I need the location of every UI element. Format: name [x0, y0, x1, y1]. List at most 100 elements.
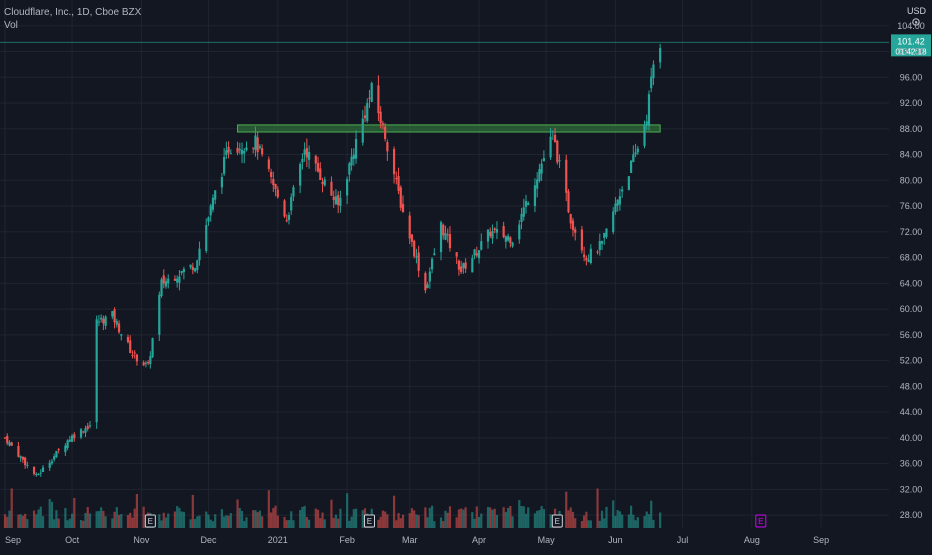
symbol-title[interactable]: Cloudflare, Inc., 1D, Cboe BZX [4, 7, 142, 18]
volume-bar [536, 510, 539, 528]
x-tick-label: Nov [133, 535, 150, 545]
candle-body [634, 152, 637, 155]
volume-bar [549, 514, 552, 528]
candle-body [276, 189, 279, 198]
candle-body [10, 442, 13, 446]
candle-body [536, 179, 539, 189]
candle-body [182, 269, 185, 273]
volume-bar [636, 517, 639, 528]
volume-bar [585, 511, 588, 528]
gear-icon[interactable] [910, 16, 922, 28]
candle-body [227, 146, 230, 153]
price-axis[interactable]: 104.00 100.00 96.00 92.00 88.00 84.00 80.00 76.… [897, 21, 925, 520]
earnings-marker [363, 514, 375, 528]
candle-body [129, 340, 132, 354]
earnings-marker-label: E [367, 517, 372, 526]
candle-body [316, 163, 320, 172]
volume-bar [587, 520, 590, 528]
volume-bar [209, 519, 212, 528]
volume-bar [596, 488, 599, 528]
y-tick-label: 76.00 [900, 201, 923, 211]
candle-body [86, 426, 89, 429]
candle-body [480, 241, 483, 250]
candle-body [223, 156, 226, 174]
time-axis[interactable]: Sep Oct Nov Dec 2021 Feb Mar Apr May Jun Jul Aug Sep [5, 535, 829, 545]
volume-indicator-label[interactable]: Vol [4, 20, 18, 31]
candle-body [361, 118, 364, 143]
candle-body [585, 257, 588, 261]
candle-body [82, 431, 85, 433]
candle-body [511, 242, 514, 247]
candle-body [17, 446, 20, 457]
y-tick-label: 96.00 [900, 72, 923, 82]
volume-bar [26, 519, 29, 528]
candle-body [587, 259, 590, 262]
candle-body [589, 248, 592, 264]
volume-bar [426, 517, 429, 528]
volume-bar [502, 507, 505, 528]
candle-body [267, 159, 270, 169]
volume-bar [533, 513, 537, 528]
candle-body [379, 111, 382, 124]
volume-bar [614, 515, 617, 528]
candle-body [37, 474, 40, 476]
volume-bar [538, 510, 541, 528]
volume-bar [475, 506, 478, 528]
volume-bar [182, 511, 185, 528]
candle-body [220, 176, 223, 188]
candle-body [339, 197, 342, 206]
volume-bar [464, 507, 467, 528]
grid-lines [0, 0, 889, 528]
candle-body [323, 179, 326, 186]
candle-body [308, 151, 311, 160]
candle-body [41, 467, 45, 472]
candle-body [428, 271, 431, 282]
candle-body [489, 231, 492, 236]
volume-bar [480, 513, 483, 528]
volume-bar [305, 517, 308, 528]
candle-body [502, 225, 505, 238]
candle-body [627, 176, 630, 191]
candle-body [115, 321, 118, 325]
y-tick-label: 44.00 [900, 407, 923, 417]
volume-bar [379, 516, 382, 528]
candle-body [319, 168, 322, 180]
x-tick-label: Mar [402, 535, 418, 545]
currency-label[interactable]: USD [906, 6, 926, 16]
candle-body [571, 220, 575, 231]
volume-bar [19, 514, 22, 528]
volume-bar [227, 515, 230, 528]
volume-bar [111, 518, 114, 528]
volume-bar [392, 495, 396, 528]
candle-body [196, 260, 199, 270]
volume-bar [489, 507, 492, 528]
candle-body [650, 76, 653, 89]
volume-bar [256, 512, 259, 528]
candle-body [477, 250, 481, 259]
candle-body [618, 196, 622, 205]
price-badge-value: 101.42 [897, 36, 925, 46]
volume-bar [191, 494, 194, 528]
volume-bar [285, 520, 288, 528]
volume-bar [117, 514, 121, 528]
candle-body [330, 181, 333, 196]
y-tick-label: 40.00 [900, 433, 923, 443]
volume-bar [308, 519, 311, 528]
volume-bar [462, 509, 465, 528]
volume-bar [193, 518, 197, 528]
candle-body [580, 229, 583, 251]
volume-bar [100, 507, 103, 528]
volume-bar [621, 514, 624, 528]
volume-bar [299, 510, 302, 528]
candle-body [198, 248, 201, 261]
y-tick-label: 88.00 [900, 124, 923, 134]
candle-body [455, 252, 458, 257]
candle-body [370, 82, 373, 102]
candle-body [303, 149, 306, 155]
volume-bar [129, 512, 132, 528]
candle-body [6, 435, 9, 444]
volume-bar [245, 517, 248, 528]
candle-body [283, 200, 286, 217]
